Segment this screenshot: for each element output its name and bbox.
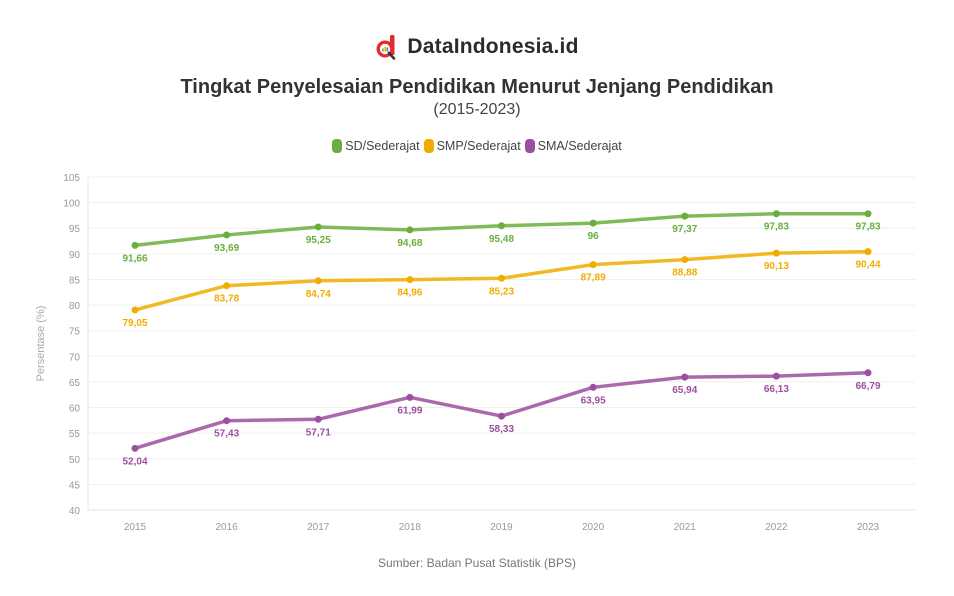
data-point[interactable]	[589, 383, 597, 391]
legend-label-smp: SMP/Sederajat	[436, 139, 521, 153]
data-label: 88,88	[672, 268, 697, 279]
data-label: 79,05	[122, 318, 147, 329]
y-tick-label: 55	[69, 429, 81, 440]
legend-swatch-sd	[332, 139, 343, 153]
data-label: 63,95	[581, 395, 606, 406]
data-label: 83,78	[214, 294, 239, 305]
data-point[interactable]	[772, 372, 780, 380]
data-point[interactable]	[131, 306, 139, 314]
legend-label-sd: SD/Sederajat	[345, 139, 420, 153]
data-point[interactable]	[681, 373, 689, 381]
data-point[interactable]	[589, 261, 597, 269]
source-note: Sumber: Badan Pusat Statistik (BPS)	[377, 556, 577, 570]
data-label: 58,33	[489, 424, 514, 435]
legend-item-smp[interactable]: SMP/Sederajat	[423, 139, 521, 153]
legend-label-sma: SMA/Sederajat	[537, 139, 622, 153]
data-point[interactable]	[131, 444, 139, 452]
data-point[interactable]	[314, 223, 322, 231]
x-tick-label: 2016	[216, 522, 239, 533]
data-point[interactable]	[498, 412, 505, 420]
data-label: 57,71	[306, 427, 331, 438]
x-tick-label: 2023	[857, 522, 880, 533]
y-tick-label: 40	[69, 506, 81, 517]
brand-header: DataIndonesia.id	[0, 34, 954, 60]
data-label: 97,83	[855, 222, 880, 233]
data-label: 90,44	[855, 260, 880, 271]
data-label: 97,83	[764, 222, 789, 233]
chart-title: Tingkat Penyelesaian Pendidikan Menurut …	[180, 76, 774, 98]
data-label: 94,68	[397, 238, 422, 249]
data-label: 91,66	[122, 253, 147, 264]
legend-item-sma[interactable]: SMA/Sederajat	[524, 139, 622, 153]
legend-swatch-smp	[423, 139, 434, 153]
series-sd-sederajat: 91,66 93,69 95,25 94,68 95,48 96 97,37 97,83 97,…	[122, 210, 881, 264]
legend-item-sd[interactable]: SD/Sederajat	[332, 139, 420, 153]
data-label: 84,96	[397, 288, 422, 299]
y-tick-label: 80	[69, 301, 81, 312]
chart-legend: SD/Sederajat SMP/Sederajat SMA/Sederajat	[0, 139, 954, 153]
y-tick-label: 45	[69, 480, 81, 491]
data-label: 87,89	[581, 273, 606, 284]
series-line	[134, 371, 869, 450]
y-tick-label: 105	[63, 173, 80, 184]
data-label: 52,04	[122, 456, 147, 467]
data-label: 85,23	[489, 286, 514, 297]
data-point[interactable]	[314, 415, 322, 423]
data-point[interactable]	[864, 369, 872, 377]
y-tick-label: 65	[69, 378, 81, 389]
x-tick-label: 2015	[124, 522, 147, 533]
data-label: 96	[588, 231, 600, 242]
data-point[interactable]	[681, 256, 689, 264]
data-label: 97,37	[672, 224, 697, 235]
data-point[interactable]	[498, 274, 505, 282]
data-point[interactable]	[223, 231, 231, 239]
data-label: 57,43	[214, 429, 239, 440]
x-tick-label: 2022	[765, 522, 788, 533]
x-tick-label: 2019	[490, 522, 513, 533]
x-tick-label: 2018	[399, 522, 422, 533]
y-tick-label: 90	[69, 250, 81, 261]
data-point[interactable]	[864, 248, 872, 256]
x-tick-label: 2021	[674, 522, 697, 533]
series-sma-sederajat: 52,04 57,43 57,71 61,99 58,33 63,95 65,94 66,13…	[122, 369, 881, 467]
data-point[interactable]	[406, 226, 414, 234]
legend-swatch-sma	[524, 139, 535, 153]
y-tick-label: 70	[69, 352, 81, 363]
y-tick-label: 60	[69, 404, 81, 415]
y-tick-label: 50	[69, 455, 81, 466]
y-axis-title: Persentase (%)	[35, 306, 47, 382]
data-point[interactable]	[589, 219, 597, 227]
data-point[interactable]	[498, 222, 505, 230]
dataindonesia-logo-icon	[376, 35, 396, 60]
data-label: 61,99	[397, 405, 422, 416]
data-label: 90,13	[764, 261, 789, 272]
chart-subtitle: (2015-2023)	[433, 101, 521, 118]
data-point[interactable]	[772, 249, 780, 257]
y-tick-label: 85	[69, 275, 81, 286]
data-label: 95,25	[306, 235, 331, 246]
data-point[interactable]	[223, 282, 231, 290]
x-tick-label: 2017	[307, 522, 330, 533]
y-tick-label: 75	[69, 327, 81, 338]
data-point[interactable]	[406, 393, 414, 401]
data-label: 93,69	[214, 243, 239, 254]
data-point[interactable]	[223, 417, 231, 425]
data-label: 66,79	[855, 381, 880, 392]
series-smp-sederajat: 79,05 83,78 84,74 84,96 85,23 87,89 88,88 90,13…	[122, 248, 881, 329]
data-point[interactable]	[864, 210, 872, 218]
data-label: 84,74	[306, 289, 331, 300]
y-tick-label: 100	[63, 199, 80, 210]
data-point[interactable]	[681, 212, 689, 220]
brand-name: DataIndonesia.id	[407, 35, 579, 58]
data-label: 66,13	[764, 384, 789, 395]
data-point[interactable]	[772, 210, 780, 218]
x-tick-label: 2020	[582, 522, 605, 533]
data-label: 95,48	[489, 234, 514, 245]
data-label: 65,94	[672, 385, 697, 396]
y-tick-label: 95	[69, 224, 81, 235]
data-point[interactable]	[314, 277, 322, 285]
data-point[interactable]	[406, 276, 414, 284]
data-point[interactable]	[131, 241, 139, 249]
